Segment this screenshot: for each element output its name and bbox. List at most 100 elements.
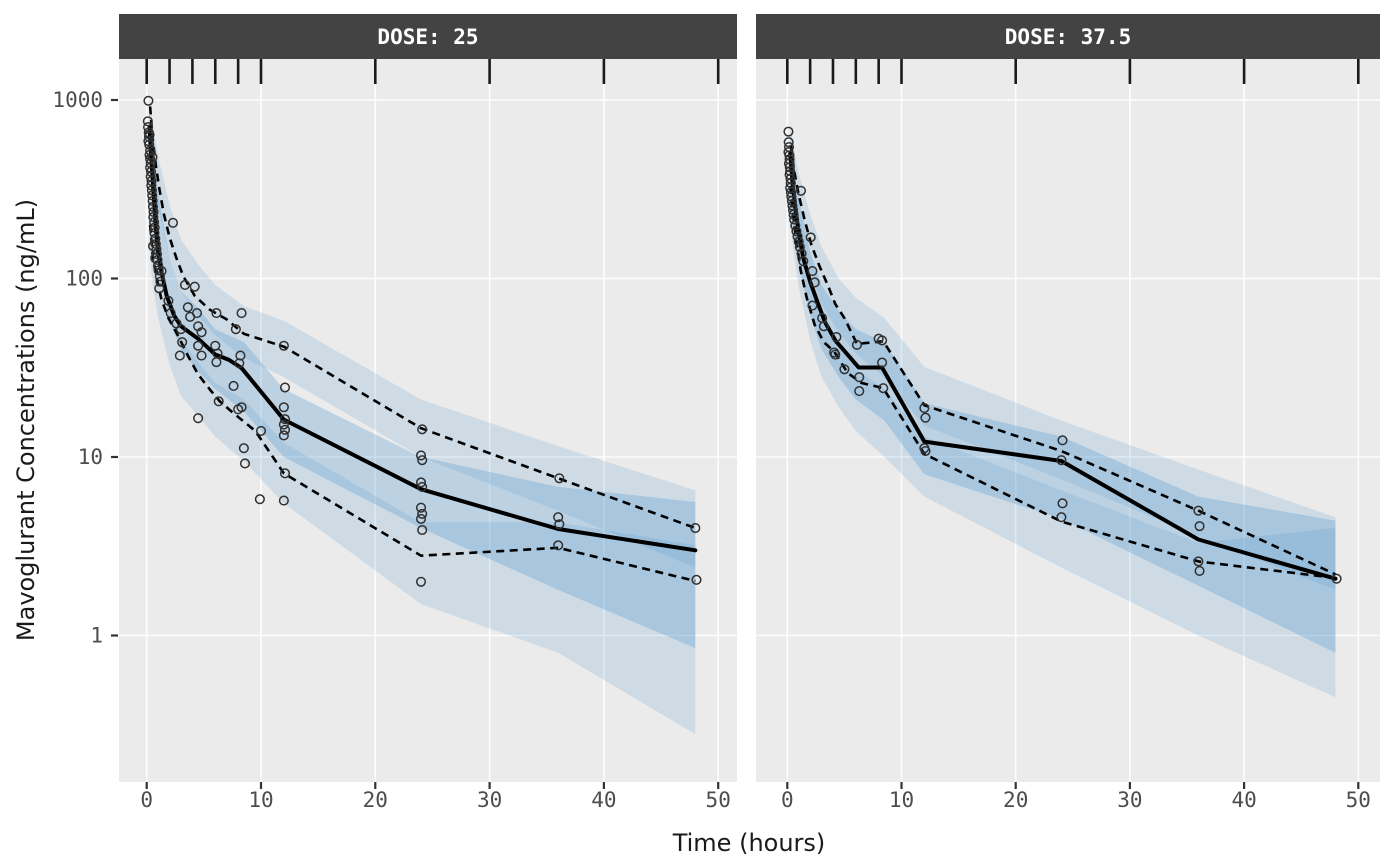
x-axis-title: Time (hours)	[672, 829, 826, 857]
data-point	[163, 295, 174, 306]
data-point	[830, 349, 841, 360]
data-point	[146, 185, 157, 196]
upper-percentile-line	[148, 106, 696, 530]
facet-strip-dose-37-5: DOSE: 37.5	[756, 14, 1380, 59]
facet-strip-label: DOSE: 37.5	[1004, 24, 1132, 49]
data-point	[196, 350, 207, 361]
data-point	[149, 227, 160, 238]
data-point	[177, 337, 188, 348]
data-point	[415, 513, 427, 524]
data-point	[415, 576, 427, 587]
data-point	[189, 281, 200, 292]
data-point	[794, 242, 805, 253]
data-point	[174, 350, 185, 361]
data-point	[839, 364, 850, 375]
data-point	[854, 386, 865, 397]
upper-percentile-line	[789, 144, 1337, 576]
x-tick-label: 50	[706, 788, 731, 812]
data-point	[1056, 455, 1067, 466]
data-point	[154, 271, 165, 282]
data-point	[877, 357, 888, 368]
data-point	[278, 402, 289, 413]
y-tick-label: 10	[78, 445, 103, 469]
data-point	[211, 357, 222, 368]
data-point	[148, 211, 159, 223]
data-point	[147, 201, 159, 212]
data-point	[235, 350, 246, 361]
data-point	[417, 455, 428, 466]
data-point	[1331, 573, 1342, 584]
data-point	[238, 443, 249, 454]
data-point	[143, 122, 154, 133]
data-point	[193, 340, 204, 351]
data-point	[793, 236, 804, 247]
data-point	[1057, 498, 1068, 509]
x-tick-label: 10	[248, 788, 273, 812]
data-point	[785, 165, 796, 177]
data-point	[690, 522, 701, 534]
data-point	[278, 495, 289, 506]
x-tick-label: 40	[1231, 788, 1256, 812]
data-point	[255, 425, 267, 436]
data-point	[790, 220, 801, 231]
x-tick-label: 40	[591, 788, 616, 812]
data-point	[182, 302, 193, 313]
data-point	[156, 266, 167, 277]
data-point	[417, 508, 428, 519]
ribbon-median_ci	[790, 134, 1336, 653]
data-point	[553, 512, 564, 523]
x-tick-label: 50	[1346, 788, 1371, 812]
data-point	[789, 214, 800, 225]
data-point	[144, 129, 155, 140]
data-point	[279, 424, 291, 435]
data-point	[691, 574, 702, 585]
data-point	[175, 324, 187, 335]
data-point	[878, 383, 889, 394]
data-point	[230, 324, 241, 335]
data-point	[279, 382, 291, 393]
y-tick-label: 1000	[52, 88, 103, 112]
data-point	[234, 358, 245, 369]
data-point	[239, 458, 251, 469]
data-point	[228, 380, 239, 392]
data-point	[415, 502, 427, 513]
data-point	[807, 300, 818, 311]
data-point	[279, 468, 291, 479]
data-point	[147, 152, 158, 163]
data-point	[791, 226, 802, 237]
data-point	[417, 481, 428, 492]
panel-background	[119, 59, 737, 782]
data-point	[787, 204, 799, 216]
x-tick-label: 20	[1003, 788, 1028, 812]
data-point	[278, 419, 289, 430]
data-point	[211, 308, 222, 319]
x-tick-label: 0	[140, 788, 153, 812]
data-point	[213, 396, 224, 407]
data-point	[805, 232, 816, 243]
ribbon-upper_ci	[149, 92, 696, 568]
data-point	[831, 331, 842, 343]
data-point	[144, 139, 155, 150]
ribbon-median_ci	[149, 103, 696, 649]
data-point	[798, 256, 809, 267]
data-point	[146, 180, 157, 191]
y-axis-title: Mavoglurant Concentrations (ng/mL)	[12, 198, 40, 642]
data-point	[146, 175, 157, 186]
ribbon-upper_ci	[790, 121, 1336, 590]
x-tick-label: 30	[477, 788, 502, 812]
data-point	[147, 195, 158, 206]
data-point	[150, 253, 161, 264]
data-point	[193, 413, 204, 424]
data-point	[1056, 512, 1067, 523]
data-point	[920, 412, 931, 423]
data-point	[191, 308, 203, 319]
data-point	[919, 403, 930, 414]
data-point	[149, 217, 160, 228]
median-line	[788, 151, 1338, 581]
lower-percentile-line	[788, 185, 1336, 580]
data-point	[147, 240, 159, 252]
x-tick-label: 0	[781, 788, 794, 812]
data-point	[233, 404, 244, 415]
